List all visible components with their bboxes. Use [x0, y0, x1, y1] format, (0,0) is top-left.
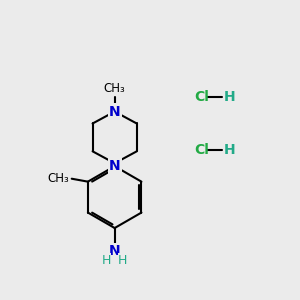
Text: N: N [109, 105, 121, 118]
Text: H: H [118, 254, 128, 267]
Text: H: H [224, 143, 235, 157]
Text: H: H [224, 90, 235, 104]
Text: N: N [109, 159, 121, 173]
Text: H: H [102, 254, 111, 267]
Text: Cl: Cl [194, 90, 209, 104]
Text: Cl: Cl [194, 143, 209, 157]
Text: CH₃: CH₃ [104, 82, 125, 95]
Text: CH₃: CH₃ [48, 172, 69, 185]
Text: N: N [109, 244, 121, 258]
